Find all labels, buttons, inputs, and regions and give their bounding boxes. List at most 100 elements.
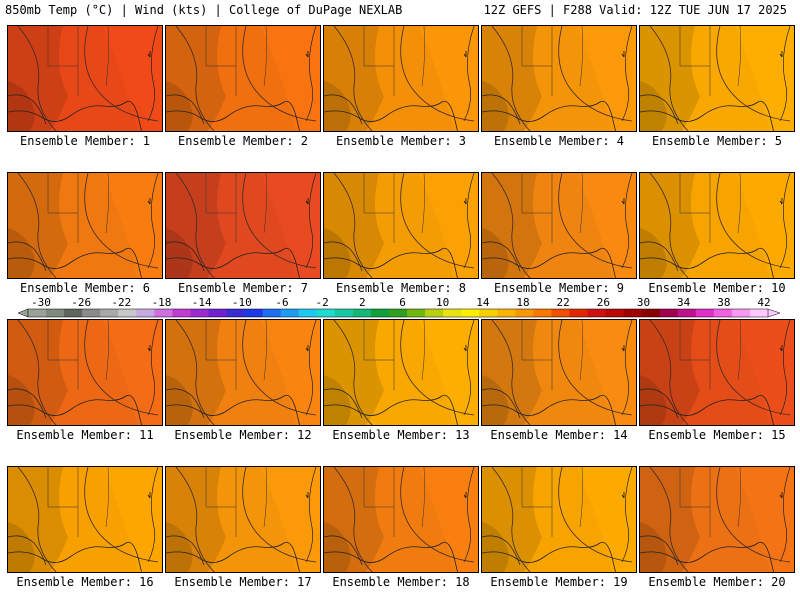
ensemble-member-label: Ensemble Member: 17	[174, 575, 312, 589]
ensemble-member-label: Ensemble Member: 7	[177, 281, 309, 295]
ensemble-panel: Ensemble Member: 16	[7, 466, 163, 598]
colorbar-swatch	[605, 309, 625, 317]
colorbar-tick-label: 18	[516, 296, 529, 309]
colorbar-tick-label: 14	[476, 296, 490, 309]
ensemble-member-label: Ensemble Member: 11	[16, 428, 154, 442]
colorbar-tick-label: 38	[717, 296, 730, 309]
colorbar-swatch	[262, 309, 282, 317]
colorbar-tick-label: -6	[275, 296, 288, 309]
map-graphic	[482, 320, 636, 425]
ensemble-panel: Ensemble Member: 12	[165, 319, 321, 451]
colorbar-swatch	[461, 309, 480, 317]
colorbar-swatch	[497, 309, 516, 317]
ensemble-member-label: Ensemble Member: 16	[16, 575, 154, 589]
ensemble-panel: Ensemble Member: 14	[481, 319, 637, 451]
colorbar-swatch	[388, 309, 408, 317]
colorbar-swatch	[28, 309, 47, 317]
colorbar-swatch	[154, 309, 173, 317]
ensemble-panel: Ensemble Member: 20	[639, 466, 795, 598]
colorbar-swatch	[533, 309, 552, 317]
map-graphic	[324, 467, 478, 572]
colorbar-swatch	[569, 309, 588, 317]
map-graphic	[482, 467, 636, 572]
colorbar-swatch	[587, 309, 606, 317]
colorbar-swatch	[443, 309, 462, 317]
chart-title: 850mb Temp (°C) | Wind (kts) | College o…	[5, 3, 403, 17]
colorbar-swatch	[479, 309, 498, 317]
temperature-map	[165, 319, 321, 426]
colorbar-swatch	[641, 309, 661, 317]
ensemble-panel: Ensemble Member: 10	[639, 172, 795, 304]
colorbar-swatch	[136, 309, 155, 317]
map-graphic	[166, 173, 320, 278]
temperature-map	[7, 466, 163, 573]
temperature-map	[165, 172, 321, 279]
map-graphic	[8, 467, 162, 572]
temperature-map	[481, 466, 637, 573]
colorbar-swatch	[82, 309, 101, 317]
ensemble-member-label: Ensemble Member: 12	[174, 428, 312, 442]
colorbar-swatch	[280, 309, 300, 317]
temperature-map	[323, 172, 479, 279]
colorbar-tick-label: 22	[557, 296, 570, 309]
colorbar-tick-label: -10	[232, 296, 252, 309]
temperature-map	[481, 319, 637, 426]
colorbar-swatch	[623, 309, 643, 317]
colorbar-swatch	[226, 309, 245, 317]
colorbar-tick-label: 10	[436, 296, 449, 309]
ensemble-member-label: Ensemble Member: 4	[493, 134, 625, 148]
map-graphic	[166, 26, 320, 131]
colorbar-swatch	[551, 309, 570, 317]
colorbar-tick-label: -14	[192, 296, 212, 309]
ensemble-panel: Ensemble Member: 6	[7, 172, 163, 304]
colorbar-tick-label: 26	[597, 296, 610, 309]
ensemble-panel: Ensemble Member: 2	[165, 25, 321, 157]
colorbar-swatch	[100, 309, 119, 317]
colorbar-swatch	[244, 309, 264, 317]
colorbar-swatch	[425, 309, 444, 317]
colorbar-tick-label: -2	[316, 296, 329, 309]
ensemble-panel: Ensemble Member: 13	[323, 319, 479, 451]
ensemble-member-label: Ensemble Member: 9	[493, 281, 625, 295]
model-run-info: 12Z GEFS | F288 Valid: 12Z TUE JUN 17 20…	[483, 3, 787, 17]
temperature-colorbar: -30 -26 -22 -18 -14 -10 -6 -2 2 6 10 14 18 22 26 30 34 38…	[17, 296, 781, 318]
ensemble-panel: Ensemble Member: 18	[323, 466, 479, 598]
colorbar-tick-label: 34	[677, 296, 691, 309]
colorbar-tick-label: 30	[637, 296, 650, 309]
colorbar-swatch	[190, 309, 209, 317]
colorbar-swatch	[64, 309, 83, 317]
colorbar-swatch	[118, 309, 137, 317]
colorbar-swatch	[334, 309, 354, 317]
ensemble-panel: Ensemble Member: 3	[323, 25, 479, 157]
colorbar-tick-label: 42	[757, 296, 770, 309]
colorbar-swatch	[352, 309, 372, 317]
ensemble-member-label: Ensemble Member: 18	[332, 575, 470, 589]
colorbar-swatch	[749, 309, 769, 317]
map-graphic	[324, 173, 478, 278]
map-graphic	[324, 26, 478, 131]
ensemble-member-label: Ensemble Member: 20	[648, 575, 786, 589]
ensemble-panel: Ensemble Member: 19	[481, 466, 637, 598]
colorbar-swatch	[713, 309, 733, 317]
colorbar-swatch	[695, 309, 715, 317]
map-graphic	[482, 173, 636, 278]
map-graphic	[8, 320, 162, 425]
colorbar-swatch	[208, 309, 227, 317]
temperature-map	[323, 25, 479, 132]
ensemble-member-label: Ensemble Member: 19	[490, 575, 628, 589]
ensemble-member-label: Ensemble Member: 10	[648, 281, 786, 295]
map-graphic	[166, 320, 320, 425]
colorbar-swatch	[659, 309, 679, 317]
ensemble-member-label: Ensemble Member: 8	[335, 281, 467, 295]
map-graphic	[166, 467, 320, 572]
map-graphic	[324, 320, 478, 425]
map-graphic	[640, 467, 794, 572]
ensemble-member-label: Ensemble Member: 15	[648, 428, 786, 442]
map-graphic	[640, 320, 794, 425]
colorbar-tick-label: 6	[399, 296, 406, 309]
temperature-map	[639, 25, 795, 132]
temperature-map	[7, 172, 163, 279]
temperature-map	[165, 466, 321, 573]
temperature-map	[481, 172, 637, 279]
temperature-map	[7, 319, 163, 426]
